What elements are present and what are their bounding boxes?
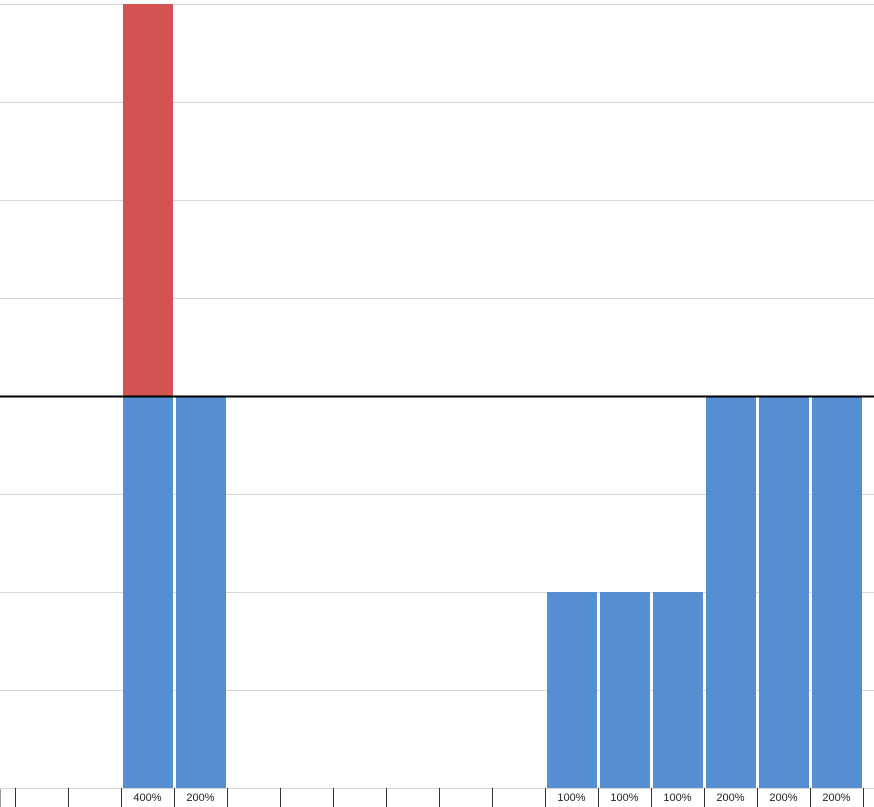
bar — [600, 592, 650, 788]
bar — [812, 396, 862, 788]
total-label: 200% — [716, 792, 744, 804]
total-label: 100% — [663, 792, 691, 804]
bar — [653, 592, 703, 788]
total-label: 100% — [610, 792, 638, 804]
bar — [706, 396, 756, 788]
bar — [123, 396, 173, 788]
total-label: 400% — [133, 792, 161, 804]
bar — [123, 4, 173, 396]
bar — [547, 592, 597, 788]
total-label: 200% — [769, 792, 797, 804]
total-label: 200% — [822, 792, 850, 804]
total-label: 100% — [557, 792, 585, 804]
bar — [176, 396, 226, 788]
bar — [759, 396, 809, 788]
total-label: 200% — [186, 792, 214, 804]
